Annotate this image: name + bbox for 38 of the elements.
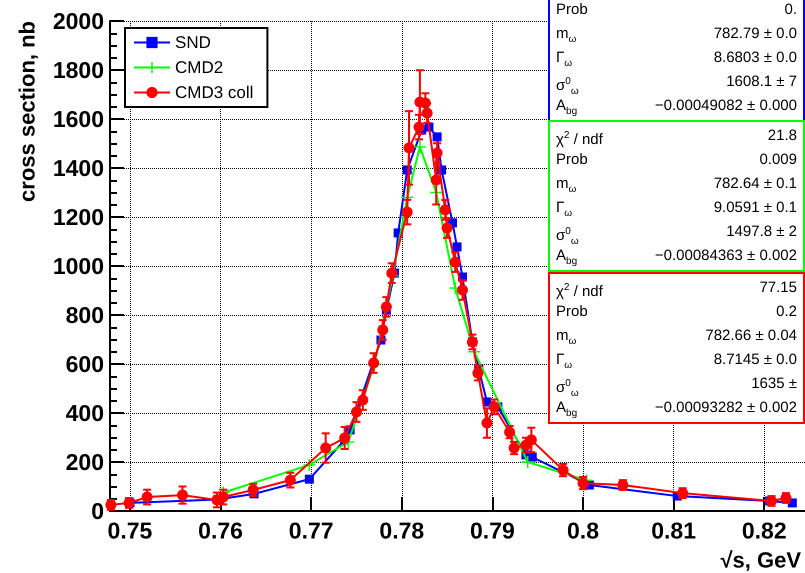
text: Γ$_{ω}$ 9.0591 ± 0.1 xyxy=(556,199,797,219)
y-tick-label: 0 xyxy=(91,498,104,524)
y-tick-label: 1400 xyxy=(52,155,104,181)
text: Prob 0.009 xyxy=(556,151,797,168)
x-tick-label: 0.77 xyxy=(288,518,334,544)
text: m$_{ω}$ 782.79 ± 0.0 xyxy=(556,25,797,45)
y-tick-label: 1800 xyxy=(52,57,104,83)
x-tick-label: 0.75 xyxy=(108,518,153,544)
y-axis-title: cross section, nb xyxy=(14,21,40,202)
text: χ$^{2}$ / ndf 21.8 xyxy=(556,127,797,148)
x-tick-label: 0.79 xyxy=(470,518,515,544)
legend-label: CMD3 coll xyxy=(175,83,254,102)
text: Γ$_{ω}$ 8.7145 ± 0.0 xyxy=(556,351,797,371)
text: Prob 0.2 xyxy=(556,303,797,320)
text: Prob 0. xyxy=(556,1,797,18)
text: A$_{bg}$ −0.00049082 ± 0.000 xyxy=(556,97,797,117)
text: A$_{bg}$ −0.00084363 ± 0.002 xyxy=(556,247,797,267)
text: A$_{bg}$ −0.00093282 ± 0.002 xyxy=(556,399,797,419)
y-tick-label: 1600 xyxy=(52,106,104,132)
text: Γ$_{ω}$ 8.6803 ± 0.0 xyxy=(556,49,797,69)
x-axis-title: √s, GeV xyxy=(720,548,802,572)
legend-label: CMD2 xyxy=(175,58,224,77)
y-tick-label: 600 xyxy=(66,351,104,377)
y-tick-label: 800 xyxy=(66,302,104,328)
y-tick-label: 400 xyxy=(66,400,104,426)
y-tick-label: 1200 xyxy=(52,204,104,230)
x-tick-label: 0.8 xyxy=(567,518,600,544)
legend-label: SND xyxy=(175,33,211,52)
text: m$_{ω}$ 782.64 ± 0.1 xyxy=(556,175,797,195)
x-tick-label: 0.81 xyxy=(651,518,696,544)
x-tick-label: 0.78 xyxy=(379,518,424,544)
y-tick-label: 1000 xyxy=(52,253,104,279)
y-tick-label: 2000 xyxy=(52,8,104,34)
x-tick-label: 0.82 xyxy=(742,518,787,544)
text: m$_{ω}$ 782.66 ± 0.04 xyxy=(556,327,797,347)
y-tick-label: 200 xyxy=(66,449,104,475)
x-tick-label: 0.76 xyxy=(198,518,243,544)
text: χ$^{2}$ / ndf 77.15 xyxy=(556,279,797,300)
